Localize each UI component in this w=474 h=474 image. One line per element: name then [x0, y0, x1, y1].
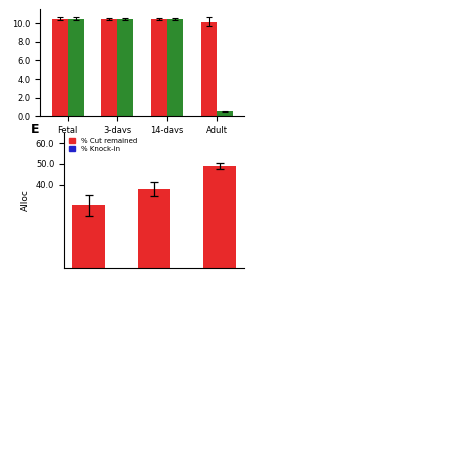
Bar	[203, 166, 236, 268]
Bar	[151, 19, 167, 116]
Bar	[118, 19, 133, 116]
Bar	[68, 19, 83, 116]
Bar	[217, 111, 233, 116]
Bar	[52, 19, 68, 116]
Bar	[72, 205, 105, 268]
Legend: % Cut remained, % Knock-in: % Cut remained, % Knock-in	[67, 136, 138, 153]
Text: E: E	[31, 123, 39, 136]
Bar	[101, 19, 118, 116]
Y-axis label: Alloc: Alloc	[21, 189, 30, 211]
Bar	[137, 189, 171, 268]
Bar	[201, 21, 217, 116]
Bar	[167, 19, 183, 116]
